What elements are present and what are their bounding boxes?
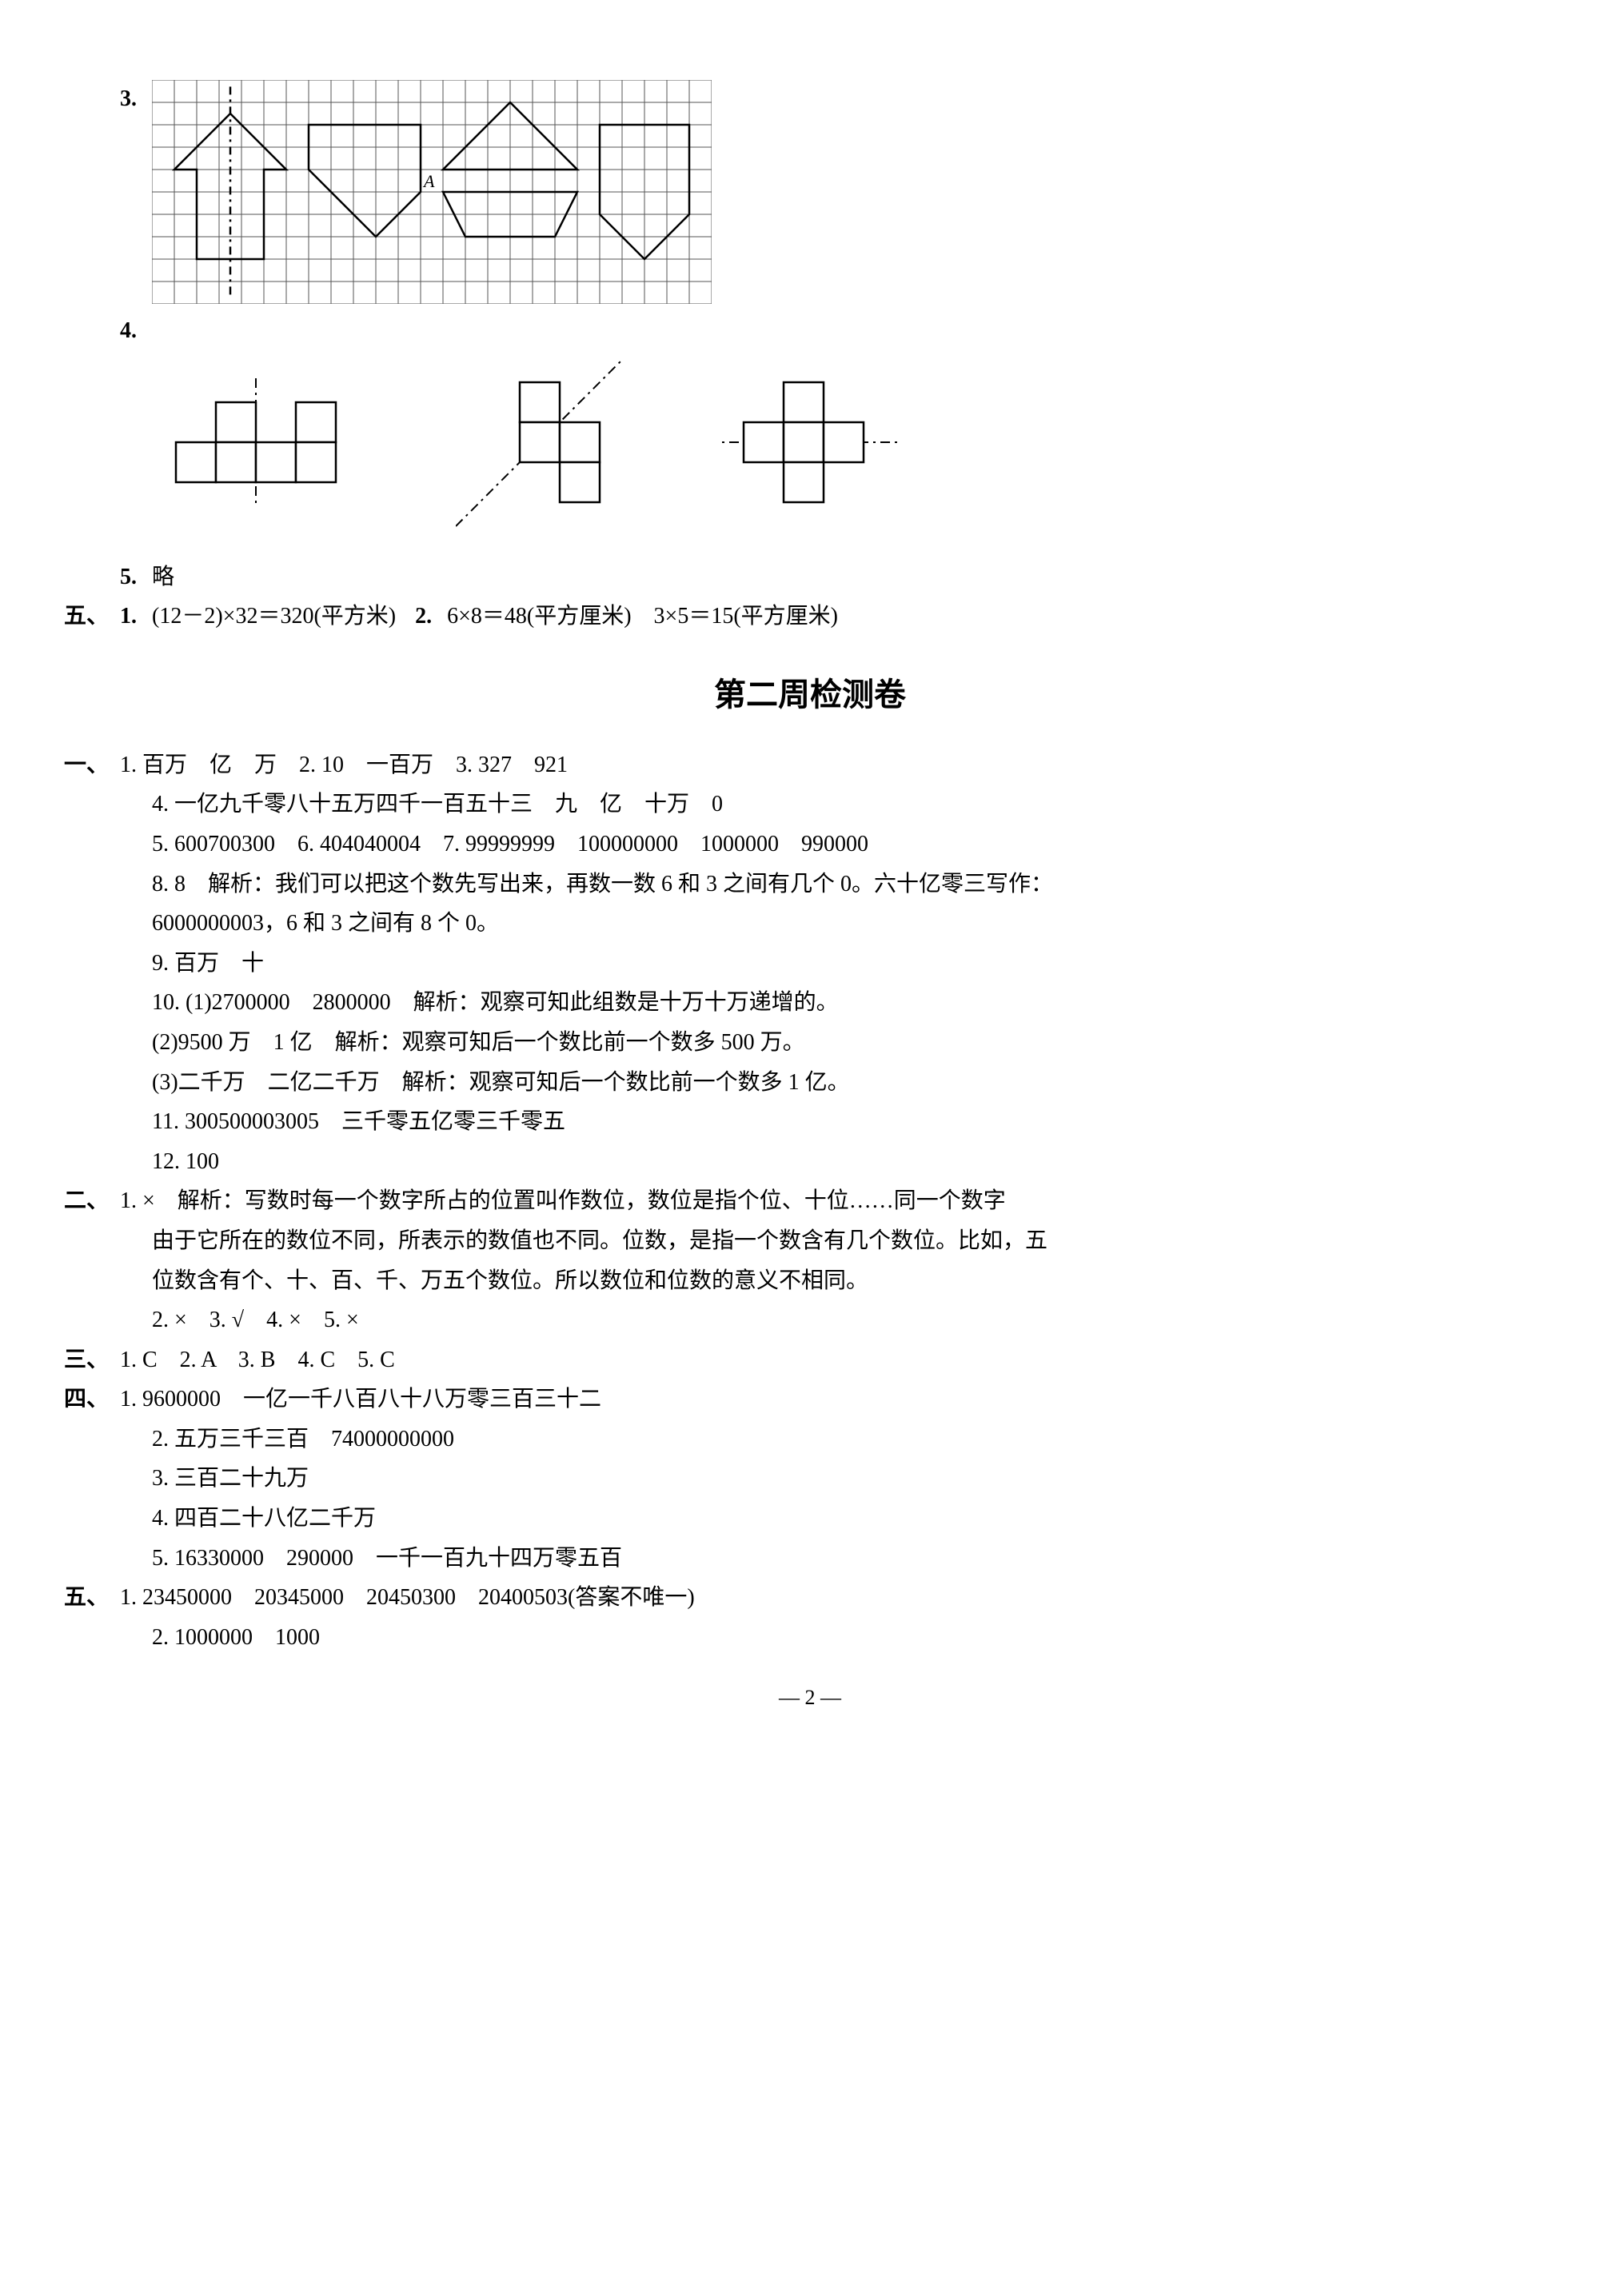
s1-row1: 一、 1. 百万 亿 万 2. 10 一百万 3. 327 921: [64, 746, 1556, 785]
s1-l12: 12. 100: [64, 1143, 1556, 1181]
q5-text: 略: [152, 558, 1556, 597]
s1-l9: 9. 百万 十: [64, 944, 1556, 983]
q3-number: 3.: [120, 80, 152, 118]
section-5-row: 五、 1. (12－2)×32＝320(平方米) 2. 6×8＝48(平方厘米)…: [64, 597, 1556, 636]
s1-l10b: (2)9500 万 1 亿 解析：观察可知后一个数比前一个数多 500 万。: [64, 1024, 1556, 1062]
s5b-l2: 2. 1000000 1000: [64, 1619, 1556, 1657]
s4-label: 四、: [64, 1380, 120, 1419]
s4-l1: 1. 9600000 一亿一千八百八十八万零三百三十二: [120, 1380, 1556, 1419]
s1-l11: 11. 300500003005 三千零五亿零三千零五: [64, 1103, 1556, 1141]
sec5-i1-text: (12－2)×32＝320(平方米): [152, 597, 396, 636]
question-4-row: 4.: [64, 312, 1556, 350]
s2-l1b: 由于它所在的数位不同，所表示的数值也不同。位数，是指一个数含有几个数位。比如，五: [64, 1222, 1556, 1260]
s4-row1: 四、 1. 9600000 一亿一千八百八十八万零三百三十二: [64, 1380, 1556, 1419]
s1-l4: 4. 一亿九千零八十五万四千一百五十三 九 亿 十万 0: [64, 785, 1556, 824]
s2-l2: 2. × 3. √ 4. × 5. ×: [64, 1301, 1556, 1340]
s1-l10a: 10. (1)2700000 2800000 解析：观察可知此组数是十万十万递增…: [64, 984, 1556, 1022]
s1-l1: 1. 百万 亿 万 2. 10 一百万 3. 327 921: [120, 746, 1556, 785]
page-title: 第二周检测卷: [64, 668, 1556, 722]
grid-diagram: A: [152, 80, 712, 304]
net-figure-2: [456, 358, 656, 542]
s2-label: 二、: [64, 1182, 120, 1220]
sec5-i2-num: 2.: [415, 597, 447, 636]
s1-l8a: 8. 8 解析：我们可以把这个数先写出来，再数一数 6 和 3 之间有几个 0。…: [64, 865, 1556, 904]
s5b-l1: 1. 23450000 20345000 20450300 20400503(答…: [120, 1579, 1556, 1617]
s4-l4: 4. 四百二十八亿二千万: [64, 1499, 1556, 1538]
s4-l2: 2. 五万三千三百 74000000000: [64, 1420, 1556, 1459]
svg-text:A: A: [422, 171, 435, 191]
s1-l5: 5. 600700300 6. 404040004 7. 99999999 10…: [64, 825, 1556, 864]
sec5-label: 五、: [64, 597, 120, 636]
s4-l3: 3. 三百二十九万: [64, 1459, 1556, 1498]
question-5-row: 5. 略: [64, 558, 1556, 597]
s2-l1a: 1. × 解析：写数时每一个数字所占的位置叫作数位，数位是指个位、十位……同一个…: [120, 1182, 1556, 1220]
net-figure-3: [720, 358, 920, 542]
s1-label: 一、: [64, 746, 120, 785]
s5b-label: 五、: [64, 1579, 120, 1617]
sec5-i1-num: 1.: [120, 597, 152, 636]
q5-number: 5.: [120, 558, 152, 597]
question-3-row: 3. A: [64, 80, 1556, 304]
s2-row1: 二、 1. × 解析：写数时每一个数字所占的位置叫作数位，数位是指个位、十位………: [64, 1182, 1556, 1220]
q4-number: 4.: [120, 312, 152, 350]
s3-l1: 1. C 2. A 3. B 4. C 5. C: [120, 1341, 1556, 1380]
q4-figures: [152, 358, 1556, 542]
s1-l8b: 6000000003，6 和 3 之间有 8 个 0。: [64, 904, 1556, 943]
s1-l10c: (3)二千万 二亿二千万 解析：观察可知后一个数比前一个数多 1 亿。: [64, 1064, 1556, 1102]
net-figure-1: [152, 378, 392, 522]
s4-l5: 5. 16330000 290000 一千一百九十四万零五百: [64, 1539, 1556, 1578]
q3-figure-container: A: [152, 80, 1556, 304]
s2-l1c: 位数含有个、十、百、千、万五个数位。所以数位和位数的意义不相同。: [64, 1262, 1556, 1300]
sec5-i2-text: 6×8＝48(平方厘米) 3×5＝15(平方厘米): [447, 597, 838, 636]
s3-label: 三、: [64, 1341, 120, 1380]
s3-row1: 三、 1. C 2. A 3. B 4. C 5. C: [64, 1341, 1556, 1380]
page-number: — 2 —: [64, 1680, 1556, 1715]
s5b-row1: 五、 1. 23450000 20345000 20450300 2040050…: [64, 1579, 1556, 1617]
